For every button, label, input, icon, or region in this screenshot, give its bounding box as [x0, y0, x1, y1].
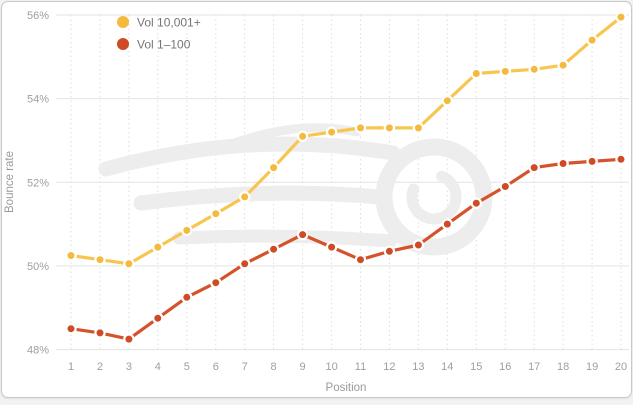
data-point-series1-x17[interactable] [528, 161, 540, 174]
data-point-series0-x9[interactable] [296, 130, 309, 142]
data-point-series1-x4[interactable] [152, 312, 164, 324]
x-tick-label-12: 12 [383, 361, 395, 373]
x-tick-label-11: 11 [355, 361, 366, 373]
x-tick-label-3: 3 [126, 361, 132, 373]
watermark-ball-swirl [406, 169, 462, 225]
data-series [65, 11, 627, 345]
x-tick-label-16: 16 [499, 361, 511, 373]
data-point-series1-x15[interactable] [470, 197, 482, 209]
data-point-series1-x19[interactable] [586, 155, 598, 168]
y-tick-label-56%: 56% [27, 10, 49, 22]
data-point-series0-x16[interactable] [499, 65, 511, 78]
data-point-series0-x17[interactable] [528, 63, 540, 76]
data-point-series0-x20[interactable] [615, 11, 627, 23]
data-point-series0-x11[interactable] [354, 122, 367, 134]
horizontal-gridlines [56, 14, 629, 351]
watermark-speedline-top [98, 136, 401, 177]
data-point-series0-x18[interactable] [557, 59, 569, 71]
data-point-series1-x12[interactable] [383, 245, 396, 257]
data-point-series0-x15[interactable] [470, 67, 482, 80]
watermark-speedline-bottom [172, 229, 398, 248]
data-point-series0-x19[interactable] [586, 34, 598, 46]
data-point-series1-x14[interactable] [441, 218, 453, 230]
x-tick-label-13: 13 [412, 361, 424, 373]
data-point-series1-x2[interactable] [94, 327, 106, 339]
data-point-series0-x13[interactable] [412, 122, 425, 134]
data-point-series0-x5[interactable] [181, 224, 193, 237]
x-tick-label-2: 2 [97, 361, 103, 373]
chart-card: 48% 50% 52% 54% 56% 1 2 3 4 5 6 7 8 9 10 11 12 13 14 15 16 1… [1, 1, 632, 398]
data-point-series1-x18[interactable] [557, 157, 569, 170]
y-tick-label-48%: 48% [27, 345, 49, 357]
x-tick-label-7: 7 [242, 361, 248, 373]
data-point-series1-x16[interactable] [499, 180, 511, 193]
x-tick-label-9: 9 [300, 361, 306, 373]
y-axis-tick-labels: 48% 50% 52% 54% 56% [27, 10, 49, 357]
x-tick-label-1: 1 [68, 361, 74, 373]
data-point-series0-x2[interactable] [94, 254, 106, 266]
watermark-speedline-middle [133, 185, 387, 211]
x-tick-label-10: 10 [325, 361, 337, 373]
series-line-1 [69, 157, 623, 341]
data-point-series1-x11[interactable] [354, 254, 367, 266]
data-point-series0-x14[interactable] [441, 94, 453, 107]
legend-label-1[interactable]: Vol 1–100 [137, 38, 191, 52]
data-point-series0-x3[interactable] [123, 258, 135, 270]
data-point-series1-x8[interactable] [267, 243, 280, 255]
x-tick-label-20: 20 [615, 361, 627, 373]
legend-swatch-0[interactable] [117, 16, 129, 28]
data-point-series1-x10[interactable] [325, 241, 338, 253]
y-tick-label-50%: 50% [27, 261, 49, 273]
x-tick-label-4: 4 [155, 361, 161, 373]
x-axis-tick-labels: 1 2 3 4 5 6 7 8 9 10 11 12 13 14 15 16 17 18 19 20 [68, 361, 627, 373]
data-point-series0-x10[interactable] [325, 126, 338, 138]
x-tick-label-18: 18 [557, 361, 569, 373]
data-point-series1-x6[interactable] [210, 277, 222, 289]
data-point-series1-x20[interactable] [615, 153, 627, 165]
y-axis-title: Bounce rate [4, 151, 16, 213]
data-point-series0-x4[interactable] [152, 241, 164, 253]
y-tick-label-52%: 52% [27, 177, 49, 189]
x-tick-label-17: 17 [528, 361, 540, 373]
semrush-logo-watermark [98, 123, 493, 256]
chart-legend: Vol 10,001+ Vol 1–100 [117, 16, 201, 52]
data-point-series1-x9[interactable] [296, 228, 309, 241]
x-tick-label-8: 8 [271, 361, 277, 373]
data-point-series0-x7[interactable] [238, 191, 251, 203]
x-tick-label-14: 14 [441, 361, 453, 373]
data-point-series0-x6[interactable] [210, 207, 222, 220]
data-point-series1-x1[interactable] [65, 323, 77, 335]
legend-swatch-1[interactable] [117, 38, 129, 50]
legend-label-0[interactable]: Vol 10,001+ [137, 16, 201, 30]
y-tick-label-54%: 54% [27, 94, 49, 106]
x-tick-label-19: 19 [586, 361, 598, 373]
x-tick-label-6: 6 [213, 361, 219, 373]
x-axis-title: Position [326, 382, 367, 394]
data-point-series1-x7[interactable] [238, 258, 251, 270]
data-point-series0-x12[interactable] [383, 122, 396, 134]
data-point-series1-x13[interactable] [412, 239, 425, 251]
x-tick-label-5: 5 [184, 361, 190, 373]
bounce-rate-vs-position-chart: 48%50%52%54%56% 1 2 3 4 5 6 7 8 9 10 11 12 13 14 15 16 1… [4, 10, 629, 394]
data-point-series0-x1[interactable] [65, 249, 77, 262]
data-point-series0-x8[interactable] [267, 161, 280, 174]
x-tick-label-15: 15 [470, 361, 482, 373]
data-point-series1-x3[interactable] [123, 333, 135, 345]
data-point-series1-x5[interactable] [181, 291, 193, 303]
